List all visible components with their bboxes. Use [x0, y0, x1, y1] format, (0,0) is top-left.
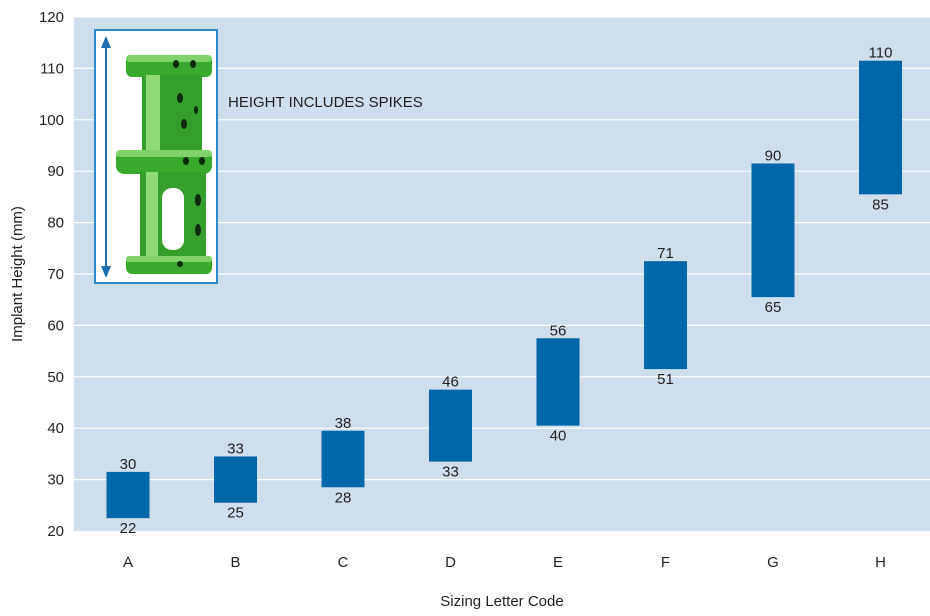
x-tick-label: F — [661, 554, 670, 571]
annotation: HEIGHT INCLUDES SPIKES — [228, 94, 423, 111]
x-tick-label: A — [123, 554, 133, 571]
y-tick-label: 100 — [39, 112, 64, 129]
bar-high-label: 56 — [550, 322, 567, 339]
y-tick-label: 50 — [47, 369, 64, 386]
x-tick-label: H — [875, 554, 886, 571]
bars — [106, 60, 902, 519]
range-bar — [536, 338, 580, 426]
data-labels: 30 22 33 25 38 28 46 33 56 40 71 51 90 65 110 85 — [120, 45, 893, 537]
x-tick-label: C — [338, 554, 349, 571]
y-axis-ticks: 20 30 40 50 60 70 80 90 100 110 120 — [39, 9, 64, 540]
y-tick-label: 110 — [40, 60, 64, 77]
bar-low-label: 51 — [657, 371, 674, 388]
implant-image — [116, 55, 212, 274]
bar-low-label: 28 — [335, 489, 352, 506]
bar-high-label: 90 — [765, 147, 782, 164]
y-axis-title: Implant Height (mm) — [9, 206, 26, 342]
y-tick-label: 70 — [47, 266, 64, 283]
y-tick-label: 30 — [47, 472, 64, 489]
range-bar — [321, 430, 365, 488]
x-axis-title: Sizing Letter Code — [440, 593, 563, 610]
x-tick-label: B — [230, 554, 240, 571]
bar-high-label: 38 — [335, 415, 352, 432]
bar-low-label: 40 — [550, 428, 567, 445]
range-bar — [214, 456, 257, 503]
x-tick-label: D — [445, 554, 456, 571]
y-tick-label: 40 — [47, 420, 64, 437]
range-bar — [106, 471, 150, 519]
bar-high-label: 30 — [120, 456, 137, 473]
y-tick-label: 80 — [47, 215, 64, 232]
height-arrow-icon — [101, 36, 111, 278]
range-bar — [644, 261, 687, 370]
bar-high-label: 71 — [657, 245, 674, 262]
range-bar — [859, 60, 902, 195]
bar-high-label: 46 — [442, 374, 459, 391]
x-tick-label: E — [553, 554, 563, 571]
y-tick-label: 90 — [47, 163, 64, 180]
bar-high-label: 110 — [869, 45, 893, 62]
range-bar — [429, 389, 472, 462]
y-tick-label: 20 — [47, 523, 64, 540]
x-axis-ticks: A B C D E F G H — [123, 554, 886, 571]
bar-low-label: 85 — [872, 196, 889, 213]
bar-low-label: 22 — [120, 520, 137, 537]
bar-high-label: 33 — [227, 440, 244, 457]
y-tick-label: 120 — [39, 9, 64, 26]
y-tick-label: 60 — [47, 317, 64, 334]
bar-low-label: 33 — [442, 464, 459, 481]
implant-illustration — [94, 29, 218, 284]
range-bar — [751, 163, 795, 298]
x-tick-label: G — [767, 554, 779, 571]
bar-low-label: 65 — [765, 299, 782, 316]
bar-low-label: 25 — [227, 505, 244, 522]
